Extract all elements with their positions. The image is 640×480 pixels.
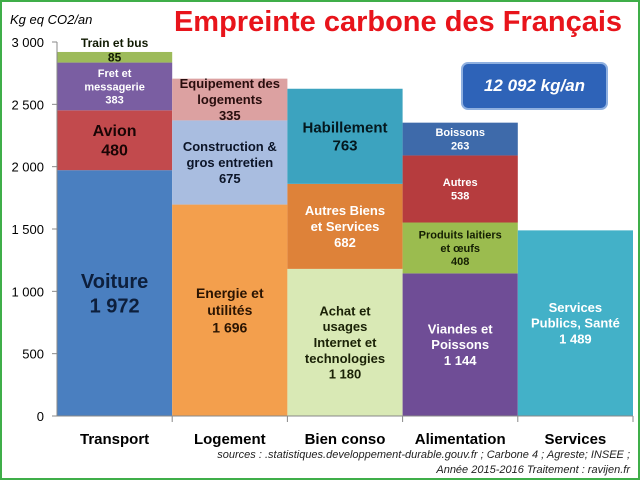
segment-label-4-0: Services Publics, Santé 1 489	[531, 300, 620, 347]
segment-label-1-1: Construction & gros entretien 675	[183, 139, 277, 186]
bar-segment-2-2	[287, 88, 403, 184]
bar-segment-0-3	[57, 51, 173, 63]
segment-label-0-2: Fret et messagerie 383	[84, 68, 145, 107]
segment-label-0-0: Voiture 1 972	[81, 271, 148, 317]
segment-label-2-0: Achat et usages Internet et technologies 1 1…	[305, 303, 385, 381]
bar-segment-0-1	[57, 110, 173, 171]
y-tick-label-5: 2 500	[11, 97, 44, 112]
bar-segment-3-2	[402, 155, 518, 223]
bar-segment-1-0	[172, 204, 288, 416]
segment-label-2-1: Autres Biens et Services 682	[305, 203, 385, 250]
y-tick-label-4: 2 000	[11, 160, 44, 175]
y-tick-label-0: 0	[37, 409, 44, 424]
y-tick-label-3: 1 500	[11, 222, 44, 237]
segment-label-1-0: Energie et utilités 1 696	[196, 285, 264, 335]
y-tick-label-1: 500	[22, 347, 44, 362]
bar-segment-3-0	[402, 273, 518, 416]
y-tick-label-6: 3 000	[11, 35, 44, 50]
y-axis-unit-label: Kg eq CO2/an	[10, 12, 93, 27]
segment-label-3-1: Produits laitiers et œufs 408	[419, 229, 502, 268]
bar-segment-0-0	[57, 170, 173, 416]
x-axis-label-4: Services	[545, 431, 607, 448]
x-axis-label-2: Bien conso	[305, 431, 386, 448]
segment-label-0-1: Avion 480	[93, 123, 137, 160]
x-axis-label-0: Transport	[80, 431, 149, 448]
segment-label-3-0: Viandes et Poissons 1 144	[428, 321, 493, 368]
credits-line: Année 2015-2016 Traitement : ravijen.fr	[436, 464, 630, 476]
bar-segment-3-1	[402, 222, 518, 274]
segment-label-3-2: Autres 538	[443, 177, 478, 202]
segment-label-1-2: Equipement des logements 335	[180, 76, 280, 123]
bar-segment-3-3	[402, 122, 518, 156]
sources-line: sources : .statistiques.developpement-du…	[217, 449, 630, 461]
bar-segment-2-1	[287, 183, 403, 269]
bar-segment-2-0	[287, 268, 403, 416]
x-axis-label-3: Alimentation	[415, 431, 506, 448]
total-emissions-value: 12 092 kg/an	[483, 76, 586, 95]
segment-label-3-3: Boissons 263	[435, 127, 485, 152]
bar-segment-1-2	[172, 78, 288, 121]
segment-label-0-3: Train et bus 85	[81, 36, 149, 65]
x-axis-label-1: Logement	[194, 431, 266, 448]
bar-segment-1-1	[172, 120, 288, 205]
bar-segment-0-2	[57, 62, 173, 111]
chart-title: Empreinte carbone des Français	[173, 6, 623, 38]
segment-label-2-2: Habillement 763	[302, 119, 387, 154]
y-tick-label-2: 1 000	[11, 284, 44, 299]
total-emissions-badge: 12 092 kg/an	[461, 62, 608, 110]
bar-segment-4-0	[517, 230, 633, 416]
